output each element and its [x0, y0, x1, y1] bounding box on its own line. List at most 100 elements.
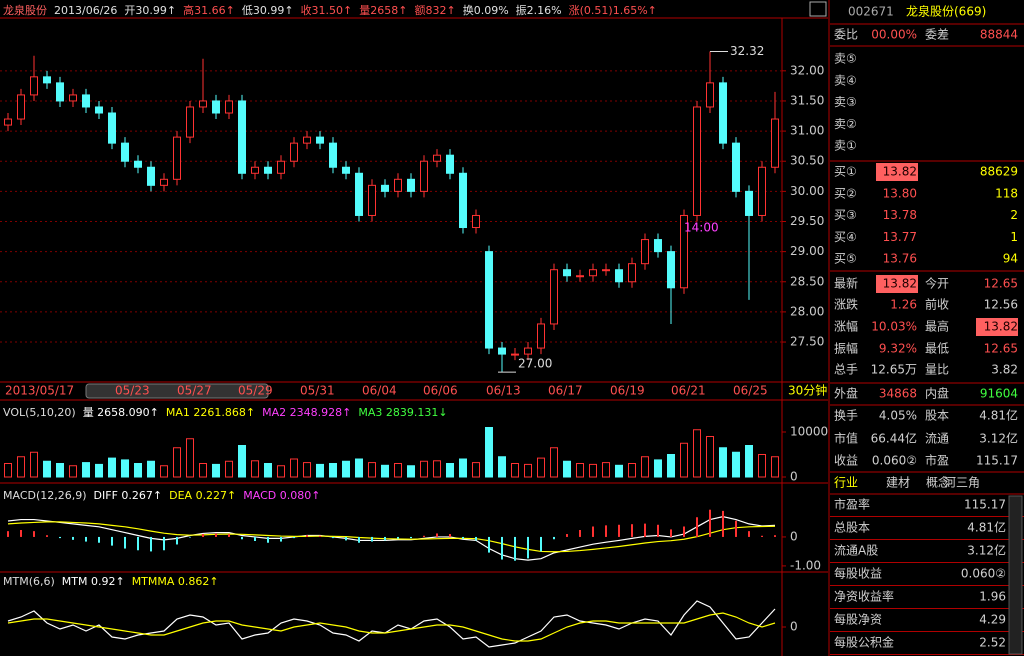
candle-body: [147, 166, 155, 186]
price-highlight: [876, 275, 918, 293]
tab[interactable]: 行业: [834, 476, 858, 490]
volume-bar: [134, 462, 142, 478]
candle-body: [654, 239, 662, 253]
stat-value: 13.82: [883, 277, 917, 291]
volume-bar: [485, 427, 493, 478]
stat-value: 12.65万: [871, 363, 917, 377]
x-tick-label: 05/23: [115, 384, 150, 398]
stat-label: 换手: [834, 409, 858, 423]
y-tick-label: 29.50: [790, 214, 824, 228]
legend-entry: DIFF 0.267↑: [93, 489, 163, 502]
finance-label: 净资收益率: [834, 589, 894, 604]
buy-volume: 88629: [980, 165, 1018, 179]
candle-body: [394, 178, 402, 192]
price-highlight: [976, 318, 1018, 336]
volume-bar: [199, 462, 207, 478]
header-field: 开30.99↑: [124, 4, 177, 17]
stat-value: 1.26: [890, 298, 917, 312]
sell-label: 卖④: [834, 73, 857, 87]
x-tick-label: 06/25: [733, 384, 768, 398]
header-field: 高31.66↑: [183, 4, 235, 17]
candle-body: [355, 172, 363, 216]
indicator-line: [7, 612, 776, 642]
volume-bar: [264, 462, 272, 478]
sell-label: 卖③: [834, 95, 857, 109]
candle-body: [225, 100, 233, 114]
candle-body: [706, 82, 714, 108]
scrollbar: [1008, 495, 1023, 655]
volume-bar: [576, 462, 584, 478]
volume-bar: [433, 460, 441, 478]
volume-bar: [303, 462, 311, 478]
candle-body: [186, 106, 194, 138]
time-label: 14:00: [684, 221, 719, 235]
finance-label: 每股收益: [834, 566, 882, 581]
x-tick-label: 06/13: [486, 384, 521, 398]
candle-body: [251, 166, 259, 174]
candle-body: [43, 76, 51, 84]
buy-label: 买②: [834, 186, 857, 200]
volume-bar: [186, 438, 194, 478]
candle-body: [303, 136, 311, 144]
volume-bar: [368, 462, 376, 478]
x-tick-label: 05/31: [300, 384, 335, 398]
stat-value: 91604: [980, 387, 1018, 401]
indicator-line: [7, 521, 776, 553]
volume-bar: [641, 456, 649, 478]
stat-value: 115.17: [976, 454, 1018, 468]
volume-bar: [108, 457, 116, 478]
y-tick-label: 0: [790, 469, 798, 483]
volume-bar: [524, 463, 532, 478]
stat-label: 最高: [925, 319, 949, 334]
legend-entry: MA1 2261.868↑: [165, 406, 256, 419]
volume-bar: [628, 462, 636, 478]
volume-bar: [30, 451, 38, 478]
volume-bar: [446, 462, 454, 478]
candle-body: [628, 263, 636, 283]
volume-bar: [355, 458, 363, 478]
stock-code: 002671: [848, 5, 894, 19]
candle-body: [264, 166, 272, 174]
tab[interactable]: 河三角: [944, 476, 980, 490]
header-field: 换0.09%: [462, 4, 509, 17]
candle-body: [212, 100, 220, 114]
y-tick-label: 28.00: [790, 304, 824, 318]
volume-bar: [4, 462, 12, 478]
stat-value: 12.56: [984, 298, 1018, 312]
header-info: 龙泉股份 2013/06/26 开30.99↑ 高31.66↑ 低30.99↑ 收31.5…: [3, 2, 664, 18]
x-tick-label: 06/19: [610, 384, 645, 398]
panel-title: VOL(5,10,20): [3, 406, 76, 419]
finance-value: 4.81亿: [967, 520, 1006, 535]
volume-bar: [69, 465, 77, 478]
candle-body: [602, 269, 610, 272]
buy-volume: 94: [1003, 252, 1018, 266]
volume-bar: [719, 447, 727, 478]
volume-bar: [563, 460, 571, 478]
candle-body: [589, 269, 597, 277]
buy-volume: 1: [1010, 230, 1018, 244]
candle-body: [758, 166, 766, 216]
tab[interactable]: 建材: [886, 476, 910, 490]
candle-body: [511, 353, 519, 356]
volume-bar: [472, 462, 480, 478]
volume-bar: [511, 462, 519, 478]
candle-body: [199, 100, 207, 108]
finance-label: 每股净资: [834, 612, 882, 627]
candle-body: [576, 275, 584, 278]
volume-bar: [745, 444, 753, 478]
stat-label: 内盘: [925, 386, 949, 401]
candle-body: [485, 251, 493, 349]
candle-body: [420, 160, 428, 192]
tab[interactable]: 概念: [926, 475, 950, 490]
candle-body: [277, 160, 285, 174]
header-field: 2013/06/26: [54, 4, 118, 17]
finance-value: 0.060②: [961, 567, 1006, 581]
volume-bar: [316, 463, 324, 478]
value: 00.00%: [871, 28, 917, 42]
candle-body: [771, 118, 779, 168]
header-field: 龙泉股份: [3, 4, 47, 17]
label: 委差: [925, 28, 949, 42]
candle-body: [17, 94, 25, 120]
stat-label: 收益: [834, 454, 858, 468]
